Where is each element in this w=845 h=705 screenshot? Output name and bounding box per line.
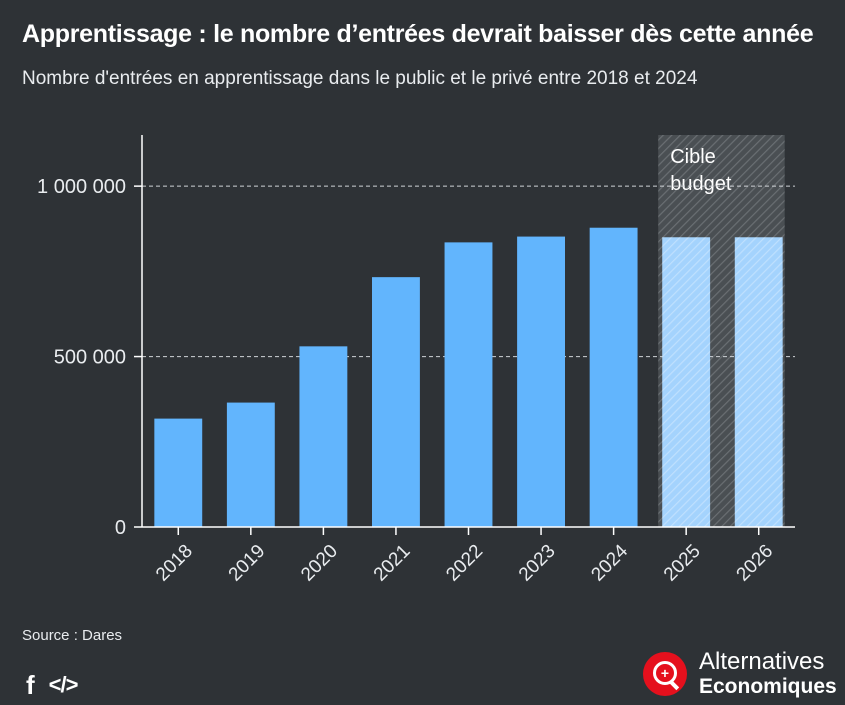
x-tick-label: 2019 (225, 541, 270, 586)
bar-2025 (662, 237, 711, 527)
bar-2020 (299, 346, 348, 527)
magnifier-plus-icon: + (643, 651, 687, 696)
logo-text-line1: Alternatives (699, 648, 825, 675)
x-tick-label: 2023 (515, 541, 560, 586)
x-tick-label: 2022 (442, 541, 487, 586)
bar-2023 (517, 236, 565, 527)
bar-chart: Cible budget 0 500 000 1 000 000 2018 2019 202… (37, 135, 795, 586)
y-tick-label: 500 000 (54, 347, 126, 369)
bar-2019 (226, 402, 275, 527)
x-tick-label: 2021 (370, 541, 415, 586)
bar-2024 (589, 227, 638, 527)
embed-code-icon[interactable]: </> (48, 672, 79, 697)
bar-2021 (372, 277, 420, 527)
x-tick-label: 2020 (297, 541, 342, 586)
chart-title: Apprentissage : le nombre d’entrées devr… (22, 20, 814, 48)
x-tick-label: 2018 (152, 541, 197, 586)
share-bar: f </> (26, 670, 79, 700)
annotation-text: budget (670, 173, 732, 195)
source-note: Source : Dares (22, 627, 123, 644)
y-tick-label: 0 (115, 517, 126, 539)
bar-2022 (444, 242, 493, 528)
x-tick-label: 2024 (587, 540, 632, 585)
annotation-text: Cible (670, 146, 716, 168)
y-tick-label: 1 000 000 (37, 176, 126, 198)
x-tick-label: 2026 (733, 541, 778, 586)
bar-2026 (734, 237, 783, 527)
logo-text-line2: Economiques (699, 675, 837, 698)
bar-2018 (154, 418, 203, 527)
chart-subtitle: Nombre d'entrées en apprentissage dans l… (22, 68, 698, 89)
x-tick-label: 2025 (660, 541, 705, 586)
publisher-logo[interactable]: + Alternatives Economiques (643, 650, 837, 697)
facebook-icon[interactable]: f (26, 670, 35, 700)
